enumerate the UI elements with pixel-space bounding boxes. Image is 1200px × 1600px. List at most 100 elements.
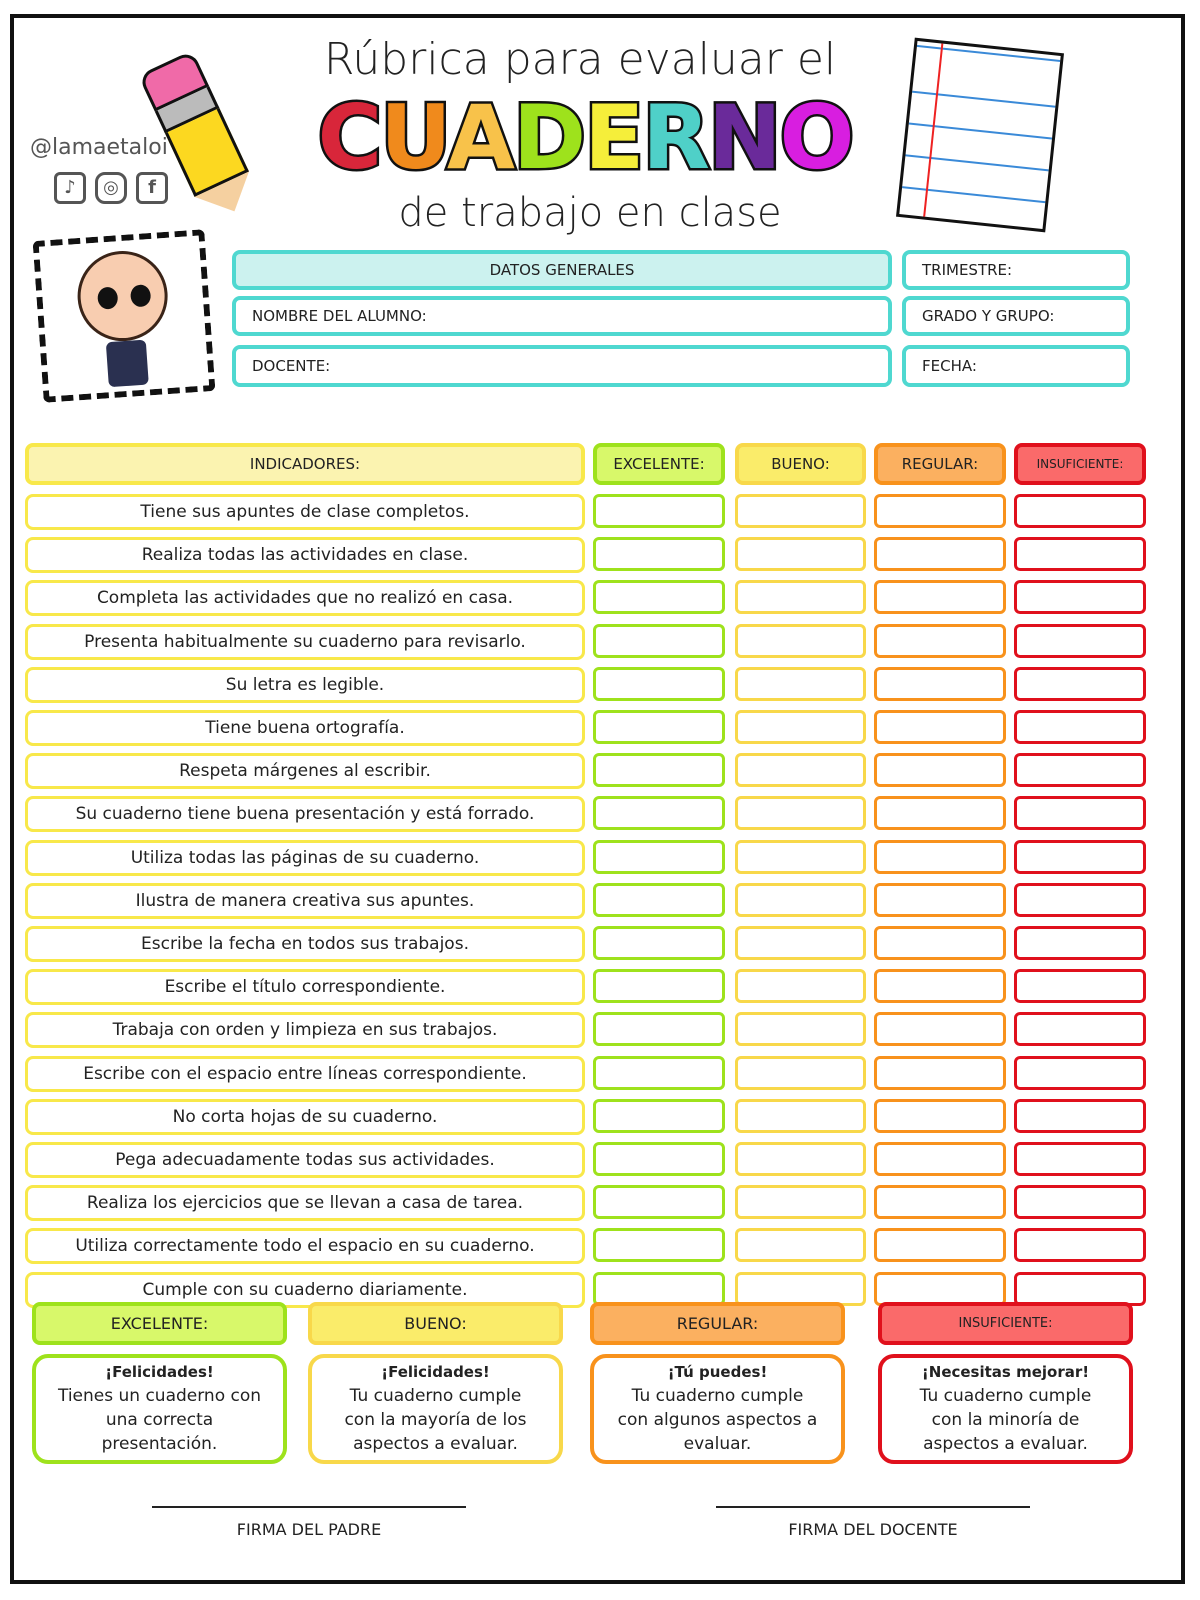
score-cell-regular[interactable] [874,1228,1006,1263]
score-cell-bueno[interactable] [735,1142,866,1176]
legend-description: ¡Felicidades! Tu cuaderno cumple con la ma… [308,1354,563,1464]
score-cell-insuficiente[interactable] [1014,1012,1146,1047]
score-cell-regular[interactable] [874,580,1006,615]
score-cell-regular[interactable] [874,753,1006,788]
title-letter: R [640,86,713,189]
score-cell-regular[interactable] [874,1012,1006,1047]
score-cell-insuficiente[interactable] [1014,666,1146,701]
score-cell-excelente[interactable] [593,1012,725,1047]
teacher-signature-line[interactable] [716,1506,1030,1508]
score-cell-insuficiente[interactable] [1014,1228,1146,1263]
score-cell-bueno[interactable] [735,926,866,960]
legend-text-line: con la minoría de [931,1410,1080,1430]
score-cell-regular[interactable] [874,666,1006,701]
score-cell-excelente[interactable] [593,1185,725,1220]
score-cell-excelente[interactable] [593,580,725,615]
score-cell-insuficiente[interactable] [1014,882,1146,917]
score-cell-insuficiente[interactable] [1014,926,1146,960]
score-cell-bueno[interactable] [735,969,866,1004]
score-cell-regular[interactable] [874,796,1006,831]
score-cell-insuficiente[interactable] [1014,537,1146,572]
legend-header: INSUFICIENTE: [878,1302,1133,1345]
score-cell-insuficiente[interactable] [1014,1271,1146,1306]
score-cell-insuficiente[interactable] [1014,1185,1146,1220]
legend-text-line: una correcta [105,1410,214,1430]
score-cell-insuficiente[interactable] [1014,494,1146,528]
score-cell-bueno[interactable] [735,494,866,528]
score-cell-bueno[interactable] [735,1228,866,1263]
parent-signature-line[interactable] [152,1506,466,1508]
score-cell-excelente[interactable] [593,1098,725,1133]
indicator-row: No corta hojas de su cuaderno. [25,1098,585,1135]
level-header-regular: REGULAR: [874,443,1006,485]
score-cell-bueno[interactable] [735,1055,866,1090]
score-cell-excelente[interactable] [593,1142,725,1176]
term-field[interactable]: TRIMESTRE: [902,250,1130,290]
score-cell-insuficiente[interactable] [1014,796,1146,831]
score-cell-regular[interactable] [874,969,1006,1004]
score-cell-excelente[interactable] [593,623,725,658]
legend-description: ¡Felicidades! Tienes un cuaderno con una c… [32,1354,287,1464]
score-cell-regular[interactable] [874,1098,1006,1133]
indicator-row: Trabaja con orden y limpieza en sus trab… [25,1012,585,1049]
score-cell-excelente[interactable] [593,537,725,572]
score-cell-bueno[interactable] [735,710,866,744]
score-cell-insuficiente[interactable] [1014,580,1146,615]
score-cell-excelente[interactable] [593,882,725,917]
score-cell-regular[interactable] [874,1055,1006,1090]
score-cell-excelente[interactable] [593,926,725,960]
score-cell-insuficiente[interactable] [1014,1055,1146,1090]
title-letter: N [705,86,784,189]
score-cell-bueno[interactable] [735,796,866,831]
score-cell-bueno[interactable] [735,839,866,874]
score-cell-regular[interactable] [874,926,1006,960]
date-field[interactable]: FECHA: [902,345,1130,387]
score-cell-bueno[interactable] [735,1098,866,1133]
legend-text-line: Tu cuaderno cumple [631,1386,804,1406]
score-cell-bueno[interactable] [735,666,866,701]
score-cell-excelente[interactable] [593,666,725,701]
indicator-row: Presenta habitualmente su cuaderno para … [25,623,585,660]
score-cell-excelente[interactable] [593,969,725,1004]
score-cell-bueno[interactable] [735,580,866,615]
score-cell-excelente[interactable] [593,839,725,874]
indicator-row: Utiliza todas las páginas de su cuaderno… [25,839,585,876]
score-cell-excelente[interactable] [593,753,725,788]
score-cell-regular[interactable] [874,839,1006,874]
score-cell-regular[interactable] [874,494,1006,528]
score-cell-insuficiente[interactable] [1014,969,1146,1004]
grade-group-field[interactable]: GRADO Y GRUPO: [902,296,1130,336]
score-cell-regular[interactable] [874,1271,1006,1306]
teacher-field[interactable]: DOCENTE: [232,345,892,387]
indicator-row: Escribe con el espacio entre líneas corr… [25,1055,585,1092]
score-cell-excelente[interactable] [593,1055,725,1090]
score-cell-excelente[interactable] [593,1228,725,1263]
score-cell-insuficiente[interactable] [1014,1098,1146,1133]
score-cell-bueno[interactable] [735,1185,866,1220]
title-letter: D [511,86,589,189]
score-cell-excelente[interactable] [593,1271,725,1306]
score-cell-bueno[interactable] [735,1012,866,1047]
score-cell-regular[interactable] [874,537,1006,572]
score-cell-regular[interactable] [874,1185,1006,1220]
score-cell-regular[interactable] [874,1142,1006,1176]
score-cell-insuficiente[interactable] [1014,623,1146,658]
score-cell-insuficiente[interactable] [1014,753,1146,788]
score-cell-regular[interactable] [874,623,1006,658]
score-cell-insuficiente[interactable] [1014,839,1146,874]
score-cell-regular[interactable] [874,710,1006,744]
score-cell-bueno[interactable] [735,623,866,658]
score-cell-bueno[interactable] [735,882,866,917]
score-cell-excelente[interactable] [593,710,725,744]
student-name-field[interactable]: NOMBRE DEL ALUMNO: [232,296,892,336]
score-cell-bueno[interactable] [735,1271,866,1306]
indicators-header: INDICADORES: [25,443,585,485]
score-cell-bueno[interactable] [735,753,866,788]
score-cell-insuficiente[interactable] [1014,710,1146,744]
score-cell-excelente[interactable] [593,796,725,831]
score-cell-bueno[interactable] [735,537,866,572]
score-cell-excelente[interactable] [593,494,725,528]
girl-avatar-illustration [32,229,216,403]
score-cell-insuficiente[interactable] [1014,1142,1146,1176]
score-cell-regular[interactable] [874,882,1006,917]
